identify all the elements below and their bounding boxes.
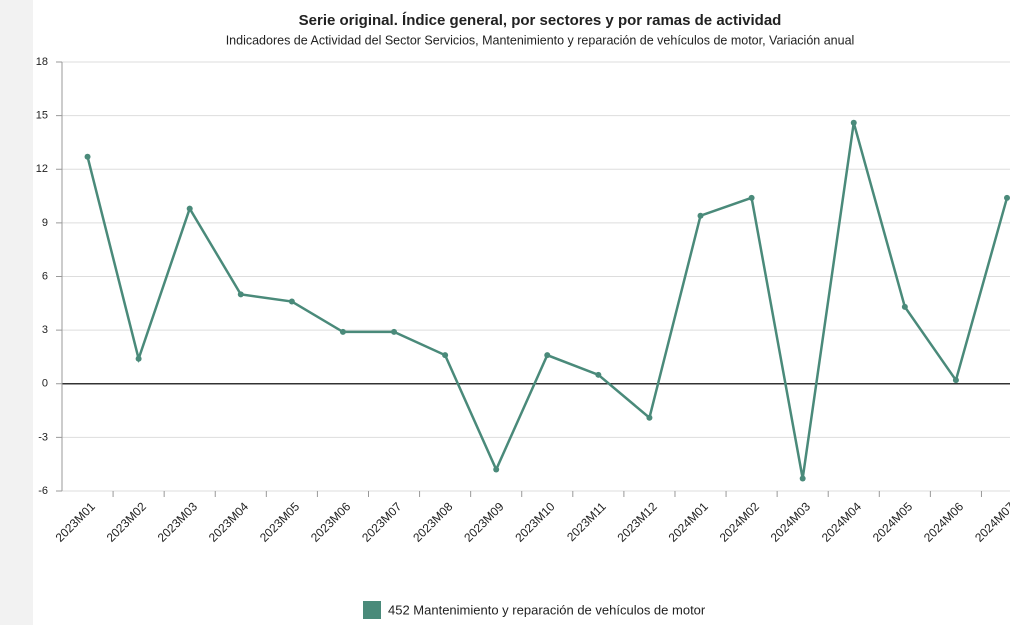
- data-point: [595, 371, 602, 378]
- chart-subtitle: Indicadores de Actividad del Sector Serv…: [226, 33, 855, 47]
- data-point: [442, 352, 449, 359]
- y-tick-label: -6: [38, 485, 48, 497]
- data-point: [84, 153, 91, 160]
- data-point: [697, 212, 704, 219]
- data-point: [339, 328, 346, 335]
- data-point: [391, 328, 398, 335]
- data-point: [748, 194, 755, 201]
- data-point: [850, 119, 857, 126]
- y-tick-label: 6: [42, 270, 48, 282]
- data-point: [186, 205, 193, 212]
- legend-swatch: [363, 601, 381, 619]
- y-tick-label: 9: [42, 217, 48, 229]
- data-point: [237, 291, 244, 298]
- data-point: [646, 414, 653, 421]
- y-tick-label: -3: [38, 431, 48, 443]
- y-tick-label: 0: [42, 378, 48, 390]
- data-point: [901, 303, 908, 310]
- chart-title: Serie original. Índice general, por sect…: [299, 12, 782, 29]
- y-tick-label: 3: [42, 324, 48, 336]
- data-point: [1004, 194, 1010, 201]
- data-point: [952, 377, 959, 384]
- data-point: [493, 466, 500, 473]
- data-point: [288, 298, 295, 305]
- legend-label: 452 Mantenimiento y reparación de vehícu…: [388, 602, 706, 617]
- y-tick-label: 15: [36, 110, 48, 122]
- chart-background: [33, 0, 1010, 625]
- data-point: [799, 475, 806, 482]
- data-point: [544, 352, 551, 359]
- data-point: [135, 355, 142, 362]
- y-tick-label: 18: [36, 56, 48, 68]
- y-tick-label: 12: [36, 163, 48, 175]
